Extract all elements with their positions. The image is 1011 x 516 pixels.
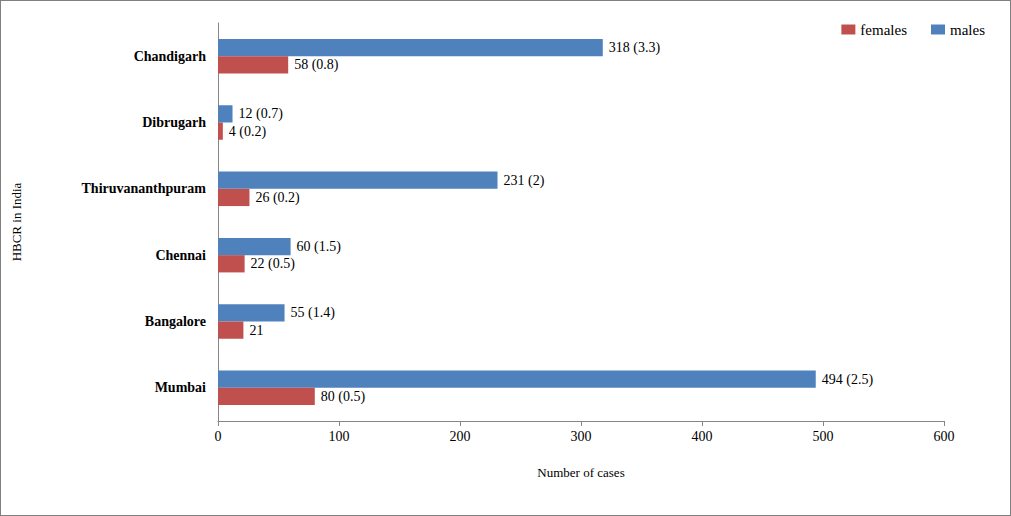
svg-text:Bangalore: Bangalore [145,314,206,329]
svg-text:58 (0.8): 58 (0.8) [294,57,339,73]
svg-text:Chandigarh: Chandigarh [134,49,207,64]
svg-text:21: 21 [249,323,263,338]
svg-text:500: 500 [813,429,834,444]
svg-text:Dibrugarh: Dibrugarh [142,115,206,130]
svg-text:0: 0 [215,429,222,444]
svg-text:200: 200 [450,429,471,444]
svg-text:Chennai: Chennai [155,248,206,263]
svg-text:231 (2): 231 (2) [504,173,545,189]
svg-text:12 (0.7): 12 (0.7) [239,106,284,122]
svg-text:300: 300 [571,429,592,444]
svg-text:400: 400 [692,429,713,444]
svg-text:HBCR in India: HBCR in India [9,182,24,261]
svg-text:60 (1.5): 60 (1.5) [297,239,342,255]
svg-text:26 (0.2): 26 (0.2) [255,190,300,206]
svg-text:80 (0.5): 80 (0.5) [321,389,366,405]
svg-text:males: males [950,22,985,38]
svg-text:Thiruvananthpuram: Thiruvananthpuram [82,181,207,196]
svg-text:55 (1.4): 55 (1.4) [291,305,336,321]
svg-text:318 (3.3): 318 (3.3) [609,40,661,56]
svg-text:females: females [860,22,907,38]
svg-text:600: 600 [934,429,955,444]
svg-text:Mumbai: Mumbai [155,380,206,395]
svg-text:100: 100 [329,429,350,444]
svg-text:494 (2.5): 494 (2.5) [822,372,874,388]
svg-text:Number of cases: Number of cases [537,465,624,480]
svg-text:22 (0.5): 22 (0.5) [251,256,296,272]
svg-text:4 (0.2): 4 (0.2) [229,124,267,140]
